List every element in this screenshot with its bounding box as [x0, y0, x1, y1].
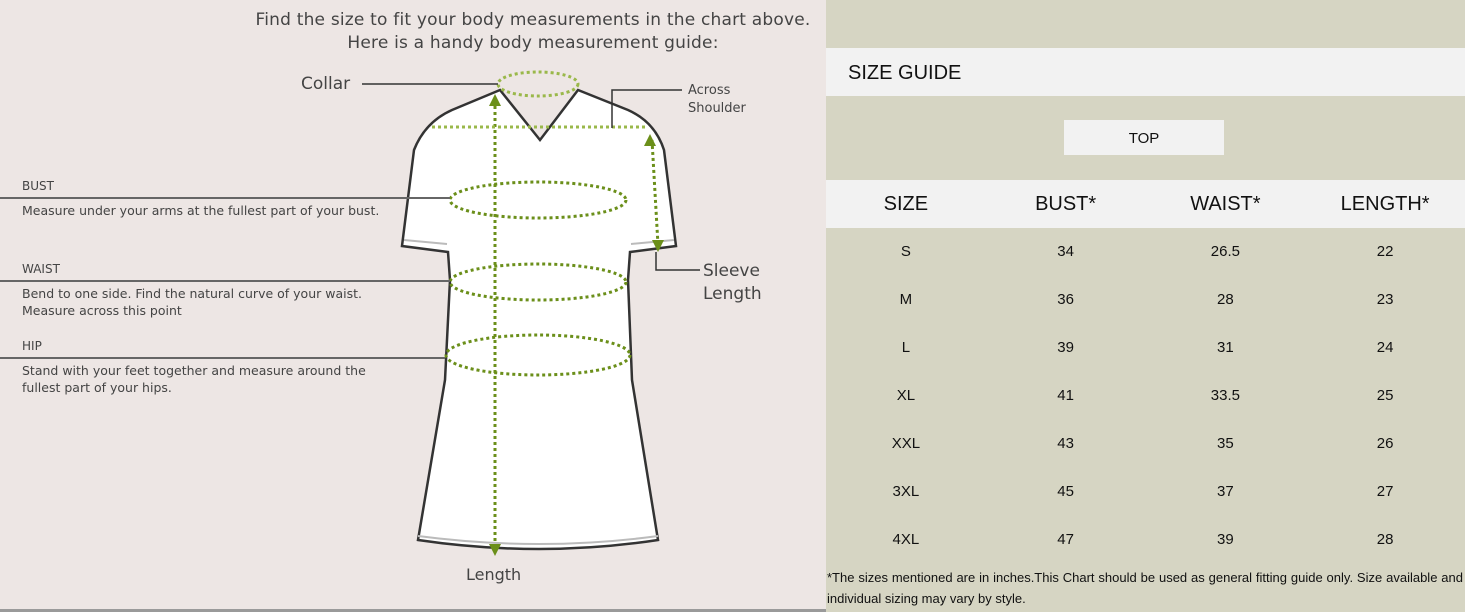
table-row: XL 41 33.5 25	[826, 372, 1465, 420]
hip-title: HIP	[22, 339, 42, 353]
table-cell: 34	[1057, 243, 1074, 260]
shirt-diagram	[362, 70, 700, 556]
table-cell: 43	[1057, 435, 1074, 452]
column-header: SIZE	[883, 193, 929, 215]
table-row: S 34 26.5 22	[826, 228, 1465, 276]
collar-measure	[496, 70, 580, 98]
table-row: L 39 31 24	[826, 324, 1465, 372]
table-cell: S	[900, 243, 911, 260]
text-line: Stand with your feet together and measur…	[22, 363, 366, 378]
column-header: LENGTH*	[1340, 193, 1430, 215]
guide-intro: Find the size to fit your body measureme…	[240, 9, 826, 55]
label-line: Length	[703, 284, 762, 304]
hip-measure	[444, 333, 632, 377]
shirt-outline	[400, 88, 678, 551]
size-guide-panel: SIZE GUIDE TOP SIZE BUST* WAIST* LENGTH*…	[826, 0, 1465, 612]
size-guide-title: SIZE GUIDE	[848, 62, 962, 84]
table-cell: 47	[1057, 531, 1074, 548]
table-cell: 23	[1376, 291, 1394, 308]
hip-text: Stand with your feet together and measur…	[22, 362, 366, 396]
table-cell: 4XL	[892, 531, 920, 548]
table-cell: 27	[1376, 483, 1394, 500]
across-shoulder-label: Across Shoulder	[688, 82, 746, 118]
length-label: Length	[466, 565, 522, 584]
waist-measure	[448, 262, 628, 302]
waist-title: WAIST	[22, 262, 60, 276]
table-row: XXL 43 35 26	[826, 420, 1465, 468]
bust-divider	[0, 197, 450, 199]
table-cell: 28	[1217, 291, 1234, 308]
table-cell: 3XL	[892, 483, 920, 500]
table-cell: 22	[1376, 243, 1394, 260]
table-cell: 28	[1376, 531, 1394, 548]
label-line: Across	[688, 83, 731, 98]
table-cell: 39	[1217, 531, 1234, 548]
hip-divider	[0, 357, 445, 359]
table-cell: 31	[1217, 339, 1234, 356]
footnote: *The sizes mentioned are in inches.This …	[827, 570, 1463, 606]
header-band	[826, 180, 1465, 228]
table-cell: 41	[1057, 387, 1074, 404]
intro-line: Find the size to fit your body measureme…	[255, 10, 811, 30]
intro-line: Here is a handy body measurement guide:	[347, 33, 719, 53]
table-row: 4XL 47 39 28	[826, 516, 1465, 564]
table-cell: 26.5	[1210, 243, 1240, 260]
table-cell: 36	[1057, 291, 1074, 308]
bust-text: Measure under your arms at the fullest p…	[22, 203, 380, 218]
sleeve-length-label: Sleeve Length	[703, 260, 762, 306]
column-header: WAIST*	[1190, 193, 1261, 215]
text-line: Measure across this point	[22, 303, 182, 318]
bust-measure	[448, 180, 628, 220]
measurement-guide: Find the size to fit your body measureme…	[0, 0, 826, 612]
bust-title: BUST	[22, 179, 54, 193]
table-row: M 36 28 23	[826, 276, 1465, 324]
table-cell: 25	[1376, 387, 1394, 404]
text-line: fullest part of your hips.	[22, 380, 172, 395]
table-header: SIZE BUST* WAIST* LENGTH*	[826, 180, 1465, 228]
table-cell: XL	[896, 387, 916, 404]
table-cell: L	[901, 339, 911, 356]
column-header: BUST*	[1035, 193, 1097, 215]
waist-text: Bend to one side. Find the natural curve…	[22, 285, 362, 319]
table-cell: 39	[1057, 339, 1074, 356]
label-line: Sleeve	[703, 261, 760, 281]
collar-label: Collar	[301, 74, 351, 94]
table-cell: M	[899, 291, 913, 308]
label-line: Shoulder	[688, 101, 746, 116]
measure-lines	[432, 70, 660, 552]
table-cell: 37	[1217, 483, 1234, 500]
table-cell: 35	[1217, 435, 1234, 452]
table-cell: 45	[1057, 483, 1074, 500]
table-cell: 26	[1376, 435, 1394, 452]
title-band	[826, 48, 1465, 96]
table-row: 3XL 45 37 27	[826, 468, 1465, 516]
table-cell: XXL	[891, 435, 921, 452]
category-top-button[interactable]: TOP	[1064, 120, 1224, 155]
table-cell: 33.5	[1210, 387, 1240, 404]
text-line: Bend to one side. Find the natural curve…	[22, 286, 362, 301]
waist-divider	[0, 280, 450, 282]
table-cell: 24	[1376, 339, 1394, 356]
